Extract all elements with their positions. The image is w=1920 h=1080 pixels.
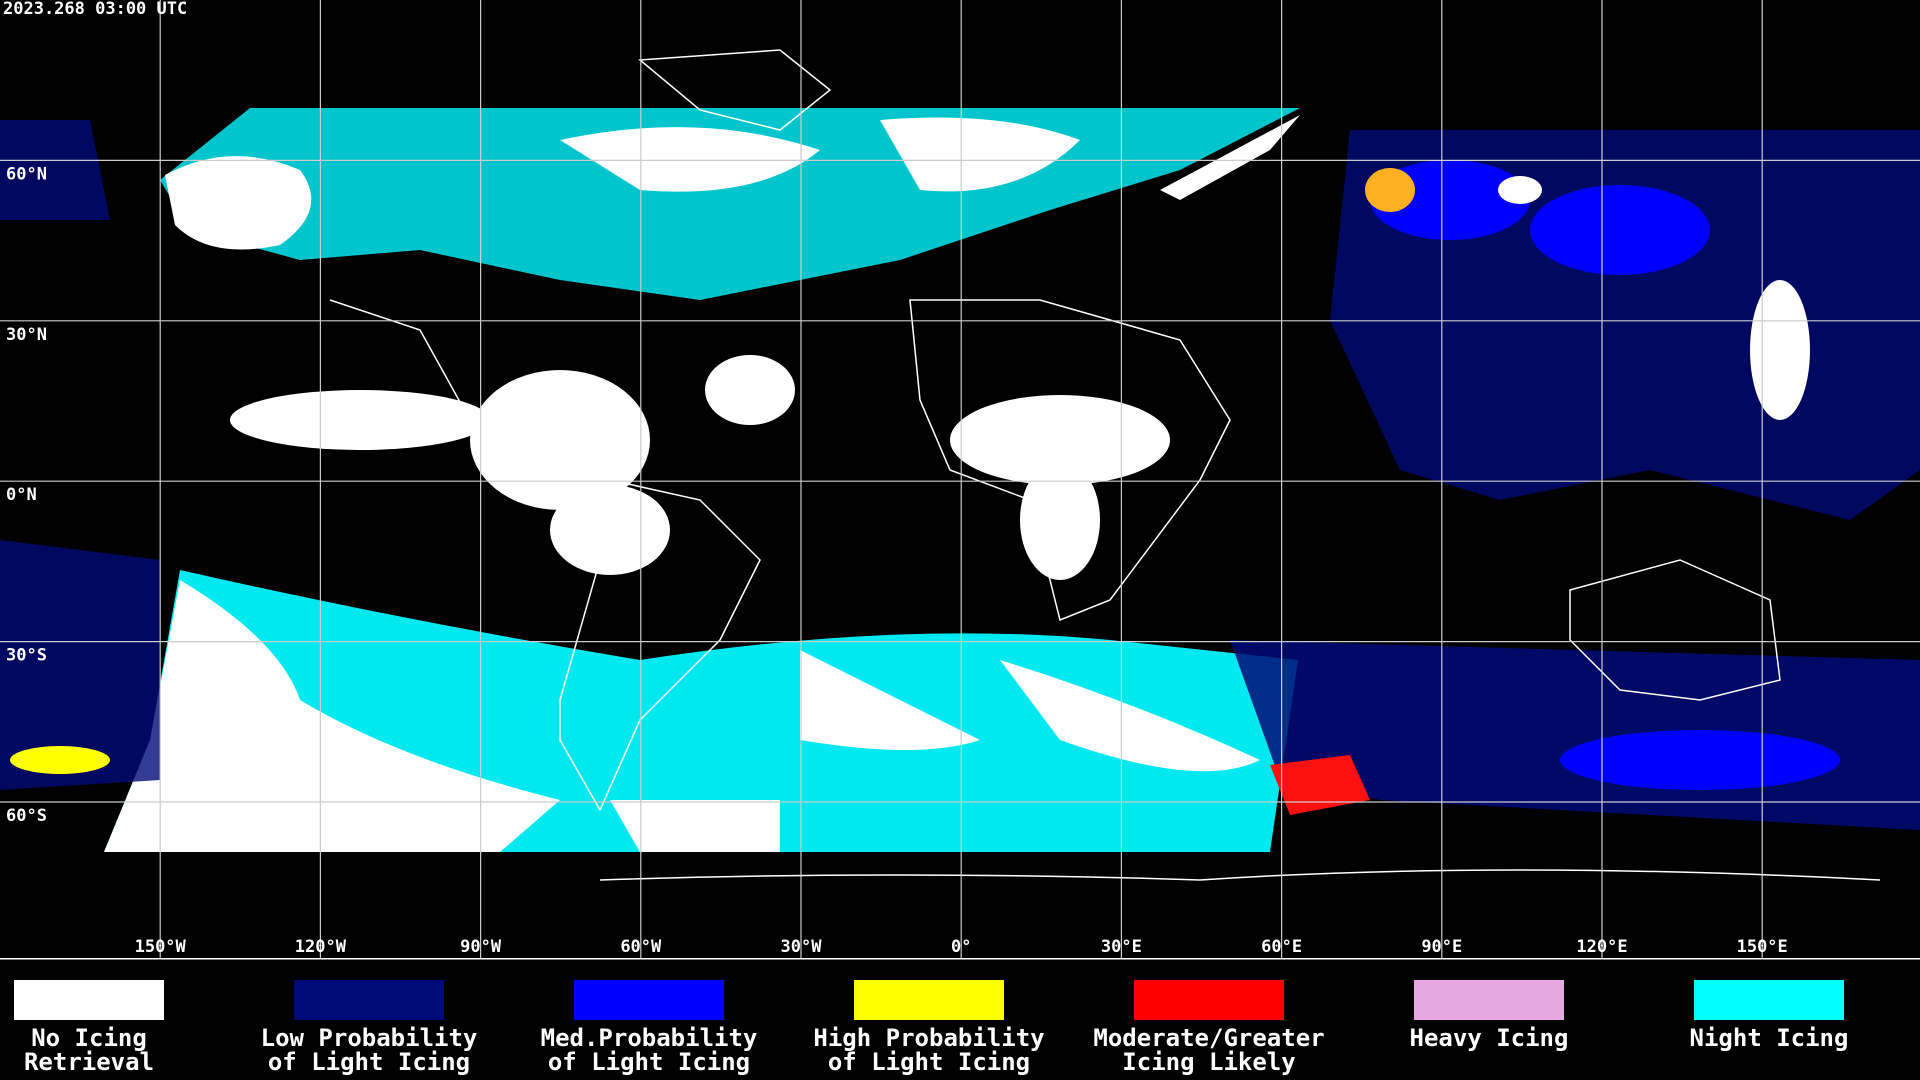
longitude-label: 150°W — [135, 937, 187, 957]
high-probability-region — [1365, 168, 1415, 212]
latitude-label: 60°N — [6, 164, 47, 184]
legend-swatch — [294, 980, 444, 1020]
legend-label: No Icing — [31, 1024, 147, 1052]
longitude-label: 120°W — [295, 937, 347, 957]
low-probability-region — [0, 120, 110, 220]
longitude-label: 30°W — [781, 937, 823, 957]
legend-label: Low Probability — [261, 1024, 478, 1052]
latitude-label: 0°N — [6, 485, 37, 505]
map-border — [0, 958, 1920, 960]
legend-swatch — [1134, 980, 1284, 1020]
legend-swatch — [1414, 980, 1564, 1020]
longitude-label: 150°E — [1737, 937, 1788, 957]
legend-swatch — [854, 980, 1004, 1020]
no-icing-region — [880, 117, 1080, 192]
no-icing-region — [1498, 176, 1542, 204]
timestamp: 2023.268 03:00 UTC — [3, 0, 187, 19]
moderate-icing-region — [1270, 755, 1370, 815]
legend-swatch — [574, 980, 724, 1020]
low-probability-region — [0, 540, 160, 790]
med-probability-region — [1560, 730, 1840, 790]
longitude-label: 60°E — [1261, 937, 1302, 957]
no-icing-region — [230, 390, 490, 450]
no-icing-region — [550, 485, 670, 575]
legend-label: Heavy Icing — [1410, 1024, 1569, 1052]
no-icing-region — [165, 156, 312, 250]
legend-label: Med.Probability — [541, 1024, 758, 1052]
no-icing-region — [1000, 660, 1260, 772]
legend-label: of Light Icing — [548, 1048, 750, 1076]
no-icing-region — [1020, 460, 1100, 580]
legend-label: of Light Icing — [268, 1048, 470, 1076]
longitude-label: 0° — [951, 937, 971, 957]
latitude-label: 30°S — [6, 646, 47, 666]
legend-item: Heavy Icing — [1410, 980, 1569, 1052]
legend-label: Icing Likely — [1122, 1048, 1295, 1076]
graticule: 60°N 30°N 0°N 30°S 60°S 150°W 120°W 90°W 60°W 30°… — [0, 0, 1920, 958]
legend-label: of Light Icing — [828, 1048, 1030, 1076]
legend-label: Night Icing — [1690, 1024, 1849, 1052]
med-probability-region — [1530, 185, 1710, 275]
legend-item: Night Icing — [1690, 980, 1849, 1052]
longitude-label: 120°E — [1576, 937, 1627, 957]
no-icing-region — [470, 370, 650, 510]
high-probability-region — [10, 746, 110, 774]
legend-swatch — [14, 980, 164, 1020]
no-icing-region — [560, 127, 820, 192]
longitude-label: 90°W — [460, 937, 502, 957]
coastline — [1569, 559, 1781, 701]
no-icing-region — [610, 800, 780, 852]
no-icing-region — [1160, 115, 1300, 200]
latitude-label: 60°S — [6, 806, 47, 826]
legend-label: Retrieval — [24, 1048, 154, 1076]
coastline — [909, 299, 1231, 622]
no-icing-region — [705, 355, 795, 425]
latitude-label: 30°N — [6, 325, 47, 345]
no-icing-region — [1750, 280, 1810, 420]
coastline — [599, 869, 1881, 881]
coastlines — [329, 49, 1881, 881]
no-icing-region — [104, 580, 560, 852]
map — [0, 49, 1920, 881]
legend-label: High Probability — [813, 1024, 1044, 1052]
no-icing-region — [800, 650, 980, 750]
legend-swatch — [1694, 980, 1844, 1020]
longitude-label: 90°E — [1421, 937, 1462, 957]
coastline — [329, 299, 601, 811]
coastline — [638, 49, 832, 131]
legend-label: Moderate/Greater — [1093, 1024, 1324, 1052]
no-icing-region — [950, 395, 1170, 485]
longitude-label: 60°W — [620, 937, 662, 957]
coastline — [599, 479, 761, 811]
longitude-label: 30°E — [1101, 937, 1142, 957]
